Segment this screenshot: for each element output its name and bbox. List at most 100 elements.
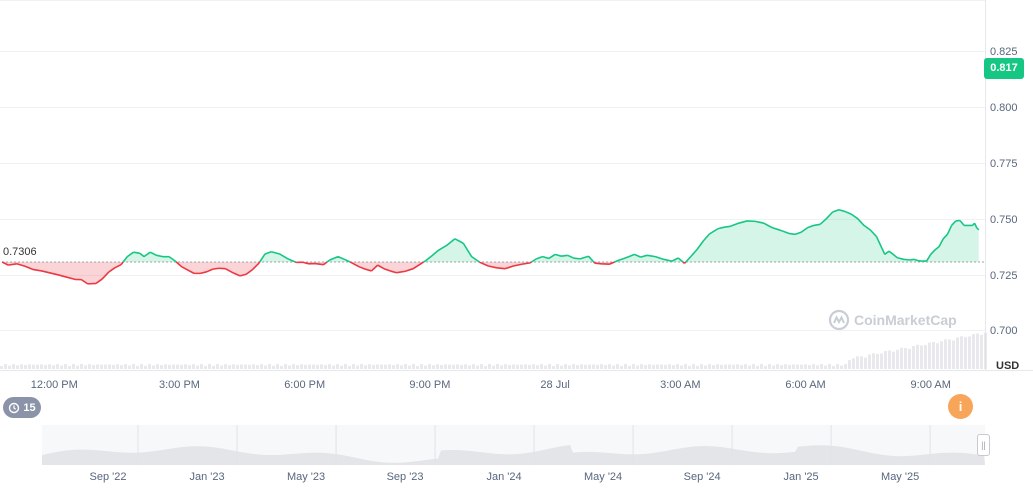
navigator-tick-label: Sep '23: [386, 471, 424, 483]
volume-bar: [652, 364, 655, 369]
volume-bar: [620, 365, 623, 369]
volume-bar: [448, 364, 451, 369]
volume-bar: [672, 365, 675, 369]
grid-lines: [0, 0, 1033, 371]
volume-bar: [628, 365, 631, 369]
volume-bar: [344, 364, 347, 369]
volume-bar: [744, 364, 747, 369]
volume-bar: [584, 364, 587, 369]
currency-label: USD: [996, 360, 1020, 372]
up-area-fill: [123, 209, 979, 263]
volume-bar: [324, 365, 327, 369]
navigator-tick-label: Jan '23: [189, 471, 225, 483]
volume-bar: [476, 365, 479, 369]
volume-bar: [904, 347, 907, 369]
volume-bar: [68, 365, 71, 369]
volume-bar: [668, 364, 671, 369]
volume-bar: [8, 365, 11, 369]
volume-bar: [752, 364, 755, 369]
volume-bar: [832, 365, 835, 369]
volume-bar: [580, 364, 583, 369]
volume-bar: [632, 364, 635, 369]
baseline-label: 0.7306: [3, 246, 37, 258]
volume-bar: [168, 364, 171, 369]
volume-bar: [272, 365, 275, 369]
volume-bar: [72, 364, 75, 369]
volume-bar: [728, 364, 731, 369]
volume-bar: [96, 364, 99, 369]
volume-bar: [984, 332, 987, 369]
volume-bar: [772, 365, 775, 369]
volume-bar: [104, 364, 107, 369]
volume-bar: [596, 364, 599, 369]
volume-bar: [740, 365, 743, 369]
volume-bar: [412, 364, 415, 369]
volume-bar: [536, 365, 539, 369]
volume-bar: [32, 364, 35, 369]
volume-bar: [356, 365, 359, 369]
volume-bar: [444, 364, 447, 369]
volume-bar: [160, 365, 163, 369]
volume-bar: [340, 365, 343, 369]
volume-bar: [748, 365, 751, 369]
volume-bar: [892, 351, 895, 369]
volume-bar: [648, 364, 651, 369]
volume-bar: [712, 365, 715, 369]
volume-bar: [824, 365, 827, 369]
volume-bar: [828, 364, 831, 369]
volume-bar: [624, 364, 627, 369]
volume-bar: [52, 365, 55, 369]
volume-bar: [716, 364, 719, 369]
navigator-handle[interactable]: ||: [977, 434, 990, 456]
volume-bar: [496, 364, 499, 369]
volume-bar: [28, 364, 31, 369]
volume-bar: [196, 365, 199, 369]
volume-bar: [280, 365, 283, 369]
volume-bar: [880, 353, 883, 369]
y-tick-label: 0.825: [990, 45, 1018, 58]
volume-bar: [612, 365, 615, 369]
volume-bar: [440, 364, 443, 369]
volume-bar: [428, 364, 431, 369]
volume-bar: [308, 364, 311, 369]
volume-bar: [896, 349, 899, 369]
current-price-badge: 0.817: [984, 58, 1024, 79]
x-tick-label: 9:00 PM: [409, 379, 451, 391]
navigator-tick-label: May '25: [881, 471, 920, 483]
volume-bar: [540, 364, 543, 369]
volume-bar: [780, 365, 783, 369]
volume-bar: [640, 364, 643, 369]
volume-bar: [316, 364, 319, 369]
volume-bar: [908, 349, 911, 369]
history-button[interactable]: 15: [3, 397, 41, 418]
volume-bar: [312, 364, 315, 369]
volume-bar: [488, 364, 491, 369]
navigator-tick-label: May '24: [583, 471, 623, 483]
down-series-line: [1, 261, 687, 285]
volume-bar: [456, 364, 459, 369]
info-button[interactable]: i: [948, 394, 973, 419]
volume-bar: [644, 365, 647, 369]
volume-bar: [492, 365, 495, 369]
volume-bar: [900, 347, 903, 369]
volume-bar: [552, 365, 555, 369]
volume-bar: [80, 364, 83, 369]
volume-bar: [352, 364, 355, 369]
volume-bar: [360, 364, 363, 369]
volume-bar: [184, 364, 187, 369]
volume-bar: [40, 364, 43, 369]
volume-bar: [292, 364, 295, 369]
volume-bar: [208, 364, 211, 369]
volume-bar: [320, 364, 323, 369]
x-tick-label: 6:00 PM: [284, 379, 326, 391]
volume-bar: [524, 364, 527, 369]
volume-bar: [592, 364, 595, 369]
volume-bar: [704, 365, 707, 369]
volume-bar: [244, 364, 247, 369]
volume-bar: [76, 365, 79, 369]
volume-bar: [812, 364, 815, 369]
navigator[interactable]: [42, 425, 985, 465]
volume-bar: [720, 364, 723, 369]
volume-bar: [472, 364, 475, 369]
volume-bar: [228, 365, 231, 369]
